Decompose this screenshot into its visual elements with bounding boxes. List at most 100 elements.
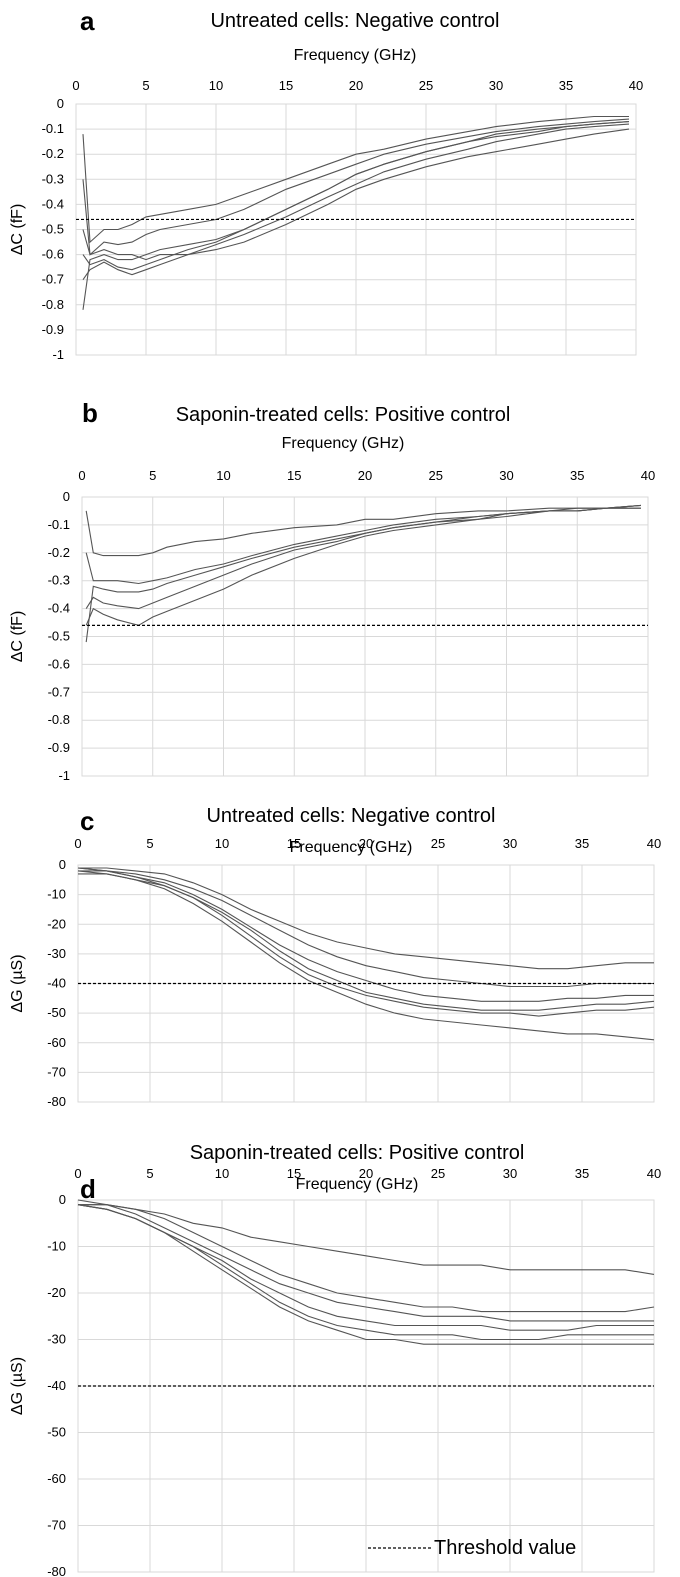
- series-line: [85, 507, 641, 643]
- panel-b: 0 5 10 15 20 25 30 35 40 0 -0.1 -0.2 -0.3 -0.4 -0.5 -0.…: [9, 398, 655, 783]
- x-tick-label: 0: [72, 78, 79, 93]
- y-tick-label: -1: [52, 347, 64, 362]
- y-tick-label: -70: [47, 1064, 66, 1079]
- x-axis-title: Frequency (GHz): [282, 435, 405, 452]
- y-tick-label: -0.7: [42, 272, 64, 287]
- y-tick-label: -30: [47, 946, 66, 961]
- series-line: [77, 1199, 655, 1275]
- x-tick-label: 40: [641, 468, 655, 483]
- y-axis-title: ΔG (µS): [9, 954, 26, 1012]
- x-tick-label: 15: [287, 468, 301, 483]
- series-line: [85, 504, 641, 557]
- panel-c: 0 5 10 15 20 25 30 35 40 0 -10 -20 -30 -40 -50 -60 -70 -8…: [9, 805, 661, 1109]
- x-tick-label: 25: [419, 78, 433, 93]
- y-tick-label: 0: [59, 857, 66, 872]
- y-tick-label: -10: [47, 1239, 66, 1254]
- series-line: [78, 1204, 654, 1322]
- y-tick-label: -0.8: [48, 712, 70, 727]
- y-tick-label: -0.5: [42, 222, 64, 237]
- x-axis-title: Frequency (GHz): [294, 47, 417, 64]
- series-line: [85, 504, 641, 626]
- legend: Threshold value: [368, 1537, 576, 1559]
- y-tick-label: -0.1: [42, 121, 64, 136]
- series-line: [78, 870, 654, 988]
- x-tick-label: 30: [503, 1166, 517, 1181]
- y-tick-label: -60: [47, 1471, 66, 1486]
- x-axis-title: Frequency (GHz): [290, 839, 413, 856]
- y-tick-label: -20: [47, 916, 66, 931]
- y-tick-label: -0.2: [48, 545, 70, 560]
- x-tick-label: 10: [215, 836, 229, 851]
- series-line: [82, 118, 630, 256]
- panel-title: Saponin-treated cells: Positive control: [176, 404, 511, 426]
- x-tick-label: 40: [647, 836, 661, 851]
- panels: 0 5 10 15 20 25 30 35 40 0 -0.1 -0.2 -0.3 -0.4 -0.5 -0.…: [9, 6, 661, 1577]
- x-tick-label: 0: [78, 468, 85, 483]
- x-tick-label: 15: [287, 1166, 301, 1181]
- series-line: [77, 1204, 654, 1341]
- x-axis-title: Frequency (GHz): [296, 1176, 419, 1193]
- plot-area: [75, 103, 637, 356]
- panel-title: Untreated cells: Negative control: [206, 805, 495, 827]
- x-tick-label: 15: [287, 836, 301, 851]
- panel-a: 0 5 10 15 20 25 30 35 40 0 -0.1 -0.2 -0.3 -0.4 -0.5 -0.…: [9, 6, 643, 362]
- x-tick-label: 25: [431, 836, 445, 851]
- x-tick-label: 5: [149, 468, 156, 483]
- x-tick-label: 35: [575, 1166, 589, 1181]
- y-tick-label: -60: [47, 1035, 66, 1050]
- y-tick-label: -0.8: [42, 297, 64, 312]
- y-tick-label: -0.3: [42, 171, 64, 186]
- panel-d: 0 5 10 15 20 25 30 35 40 0 -10 -20 -30 -40 -50 -60 -70 -8…: [9, 1142, 661, 1577]
- panel-letter: d: [80, 1174, 96, 1204]
- y-tick-label: -0.6: [48, 656, 70, 671]
- y-tick-label: -0.3: [48, 573, 70, 588]
- panel-title: Untreated cells: Negative control: [210, 10, 499, 32]
- x-tick-label: 20: [358, 468, 372, 483]
- x-tick-label: 5: [146, 836, 153, 851]
- series-line: [85, 504, 641, 585]
- series-line: [82, 123, 630, 281]
- x-tick-label: 10: [209, 78, 223, 93]
- series-line: [85, 507, 641, 610]
- x-tick-label: 35: [559, 78, 573, 93]
- series-line: [82, 121, 630, 271]
- x-tick-label: 5: [142, 78, 149, 93]
- series-line: [77, 1204, 654, 1345]
- y-tick-label: -40: [47, 1378, 66, 1393]
- y-axis-title: ΔG (µS): [9, 1357, 26, 1415]
- y-tick-label: -70: [47, 1518, 66, 1533]
- x-tick-label: 40: [647, 1166, 661, 1181]
- y-tick-label: -10: [47, 887, 66, 902]
- x-tick-label: 0: [74, 836, 81, 851]
- y-tick-label: -1: [58, 768, 70, 783]
- x-tick-label: 30: [489, 78, 503, 93]
- series-line: [77, 867, 654, 1002]
- series-line: [78, 867, 654, 970]
- x-tick-label: 20: [349, 78, 363, 93]
- y-tick-label: 0: [63, 489, 70, 504]
- x-tick-label: 10: [216, 468, 230, 483]
- y-tick-label: -0.1: [48, 517, 70, 532]
- legend-threshold-label: Threshold value: [434, 1537, 576, 1559]
- plot-area: [81, 496, 649, 777]
- y-tick-label: -0.4: [48, 601, 70, 616]
- y-tick-label: -50: [47, 1005, 66, 1020]
- y-tick-label: -80: [47, 1564, 66, 1577]
- x-tick-label: 20: [359, 836, 373, 851]
- panel-letter: b: [82, 398, 98, 428]
- x-tick-label: 25: [431, 1166, 445, 1181]
- y-tick-label: -40: [47, 976, 66, 991]
- panel-title: Saponin-treated cells: Positive control: [190, 1142, 525, 1164]
- x-tick-label: 25: [429, 468, 443, 483]
- series-line: [77, 870, 655, 1041]
- series-line: [77, 867, 655, 1017]
- y-tick-label: -0.2: [42, 146, 64, 161]
- y-tick-label: -0.4: [42, 196, 64, 211]
- x-tick-label: 10: [215, 1166, 229, 1181]
- x-tick-label: 0: [74, 1166, 81, 1181]
- y-tick-label: -80: [47, 1094, 66, 1109]
- panel-letter: a: [80, 6, 95, 36]
- x-tick-label: 30: [499, 468, 513, 483]
- x-tick-label: 40: [629, 78, 643, 93]
